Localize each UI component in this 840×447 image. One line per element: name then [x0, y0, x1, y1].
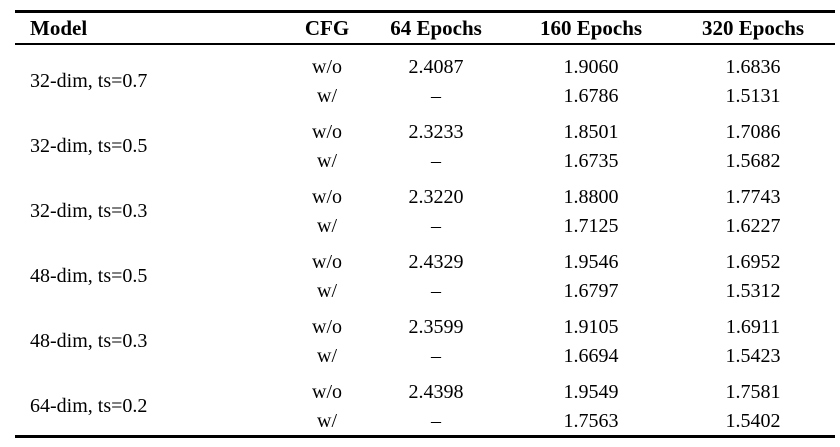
- table-row: w/ – 1.6694 1.5423: [15, 341, 835, 370]
- value-160-epochs: 1.6786: [563, 84, 619, 107]
- value-64-epochs: 2.3220: [408, 185, 464, 208]
- cfg-cell: w/: [317, 149, 337, 172]
- model-group-32dim-ts05: 32-dim, ts=0.5 w/o 2.3233 1.8501 1.7086 …: [15, 110, 835, 175]
- value-320-epochs: 1.5402: [725, 409, 781, 432]
- table-row: 48-dim, ts=0.3 w/o 2.3599 1.9105 1.6911: [15, 305, 835, 352]
- cfg-cell: w/: [317, 409, 337, 432]
- value-64-epochs: 2.4398: [408, 380, 464, 403]
- value-320-epochs: 1.6836: [725, 55, 781, 78]
- value-320-epochs: 1.6227: [725, 214, 781, 237]
- value-320-epochs: 1.5312: [725, 279, 781, 302]
- value-160-epochs: 1.8501: [563, 120, 619, 143]
- value-64-epochs: –: [431, 214, 441, 237]
- cfg-cell: w/o: [312, 55, 342, 78]
- model-group-64dim-ts02: 64-dim, ts=0.2 w/o 2.4398 1.9549 1.7581 …: [15, 370, 835, 437]
- table-row: 32-dim, ts=0.5 w/o 2.3233 1.8501 1.7086: [15, 110, 835, 157]
- model-cell: 48-dim, ts=0.5: [30, 265, 148, 287]
- value-160-epochs: 1.9060: [563, 55, 619, 78]
- model-group-48dim-ts05: 48-dim, ts=0.5 w/o 2.4329 1.9546 1.6952 …: [15, 240, 835, 305]
- model-cell: 32-dim, ts=0.3: [30, 200, 148, 222]
- value-320-epochs: 1.6911: [725, 315, 781, 338]
- cfg-cell: w/o: [312, 120, 342, 143]
- value-160-epochs: 1.8800: [563, 185, 619, 208]
- model-group-48dim-ts03: 48-dim, ts=0.3 w/o 2.3599 1.9105 1.6911 …: [15, 305, 835, 370]
- model-group-32dim-ts07: 32-dim, ts=0.7 w/o 2.4087 1.9060 1.6836 …: [15, 44, 835, 110]
- model-cell: 32-dim, ts=0.5: [30, 135, 148, 157]
- column-header-160-epochs: 160 Epochs: [539, 15, 643, 40]
- table-row: 32-dim, ts=0.3 w/o 2.3220 1.8800 1.7743: [15, 175, 835, 222]
- value-64-epochs: 2.3233: [408, 120, 464, 143]
- value-320-epochs: 1.6952: [725, 250, 781, 273]
- cfg-cell: w/: [317, 344, 337, 367]
- value-160-epochs: 1.6797: [563, 279, 619, 302]
- value-320-epochs: 1.7581: [725, 380, 781, 403]
- cfg-cell: w/: [317, 84, 337, 107]
- value-64-epochs: –: [431, 84, 441, 107]
- cfg-cell: w/: [317, 279, 337, 302]
- value-160-epochs: 1.7125: [563, 214, 619, 237]
- results-table-container: Model CFG 64 Epochs 160 Epochs 320 Epoch…: [15, 10, 835, 438]
- header-row: Model CFG 64 Epochs 160 Epochs 320 Epoch…: [15, 12, 835, 44]
- table-row: w/ – 1.6786 1.5131: [15, 81, 835, 110]
- table-header: Model CFG 64 Epochs 160 Epochs 320 Epoch…: [15, 12, 835, 44]
- value-64-epochs: –: [431, 409, 441, 432]
- table-row: 48-dim, ts=0.5 w/o 2.4329 1.9546 1.6952: [15, 240, 835, 287]
- value-320-epochs: 1.5682: [725, 149, 781, 172]
- column-header-cfg: CFG: [304, 15, 350, 40]
- table-row: w/ – 1.6797 1.5312: [15, 276, 835, 305]
- table-row: w/ – 1.7563 1.5402: [15, 406, 835, 437]
- value-320-epochs: 1.5131: [725, 84, 781, 107]
- cfg-cell: w/o: [312, 380, 342, 403]
- value-160-epochs: 1.7563: [563, 409, 619, 432]
- model-cell: 32-dim, ts=0.7: [30, 70, 148, 92]
- value-64-epochs: –: [431, 279, 441, 302]
- table-row: w/ – 1.7125 1.6227: [15, 211, 835, 240]
- value-320-epochs: 1.5423: [725, 344, 781, 367]
- table-row: w/ – 1.6735 1.5682: [15, 146, 835, 175]
- cfg-cell: w/o: [312, 315, 342, 338]
- column-header-320-epochs: 320 Epochs: [701, 15, 805, 40]
- cfg-cell: w/o: [312, 250, 342, 273]
- column-header-model: Model: [30, 15, 88, 40]
- value-64-epochs: 2.3599: [408, 315, 464, 338]
- results-table: Model CFG 64 Epochs 160 Epochs 320 Epoch…: [15, 10, 835, 438]
- value-64-epochs: –: [431, 149, 441, 172]
- table-row: 32-dim, ts=0.7 w/o 2.4087 1.9060 1.6836: [15, 44, 835, 92]
- value-160-epochs: 1.6694: [563, 344, 619, 367]
- value-320-epochs: 1.7743: [725, 185, 781, 208]
- value-160-epochs: 1.9549: [563, 380, 619, 403]
- table-row: 64-dim, ts=0.2 w/o 2.4398 1.9549 1.7581: [15, 370, 835, 416]
- value-160-epochs: 1.6735: [563, 149, 619, 172]
- cfg-cell: w/: [317, 214, 337, 237]
- value-64-epochs: 2.4329: [408, 250, 464, 273]
- value-160-epochs: 1.9546: [563, 250, 619, 273]
- model-cell: 48-dim, ts=0.3: [30, 330, 148, 352]
- column-header-64-epochs: 64 Epochs: [390, 15, 482, 40]
- value-64-epochs: 2.4087: [408, 55, 464, 78]
- value-320-epochs: 1.7086: [725, 120, 781, 143]
- cfg-cell: w/o: [312, 185, 342, 208]
- value-64-epochs: –: [431, 344, 441, 367]
- model-group-32dim-ts03: 32-dim, ts=0.3 w/o 2.3220 1.8800 1.7743 …: [15, 175, 835, 240]
- model-cell: 64-dim, ts=0.2: [30, 395, 148, 417]
- value-160-epochs: 1.9105: [563, 315, 619, 338]
